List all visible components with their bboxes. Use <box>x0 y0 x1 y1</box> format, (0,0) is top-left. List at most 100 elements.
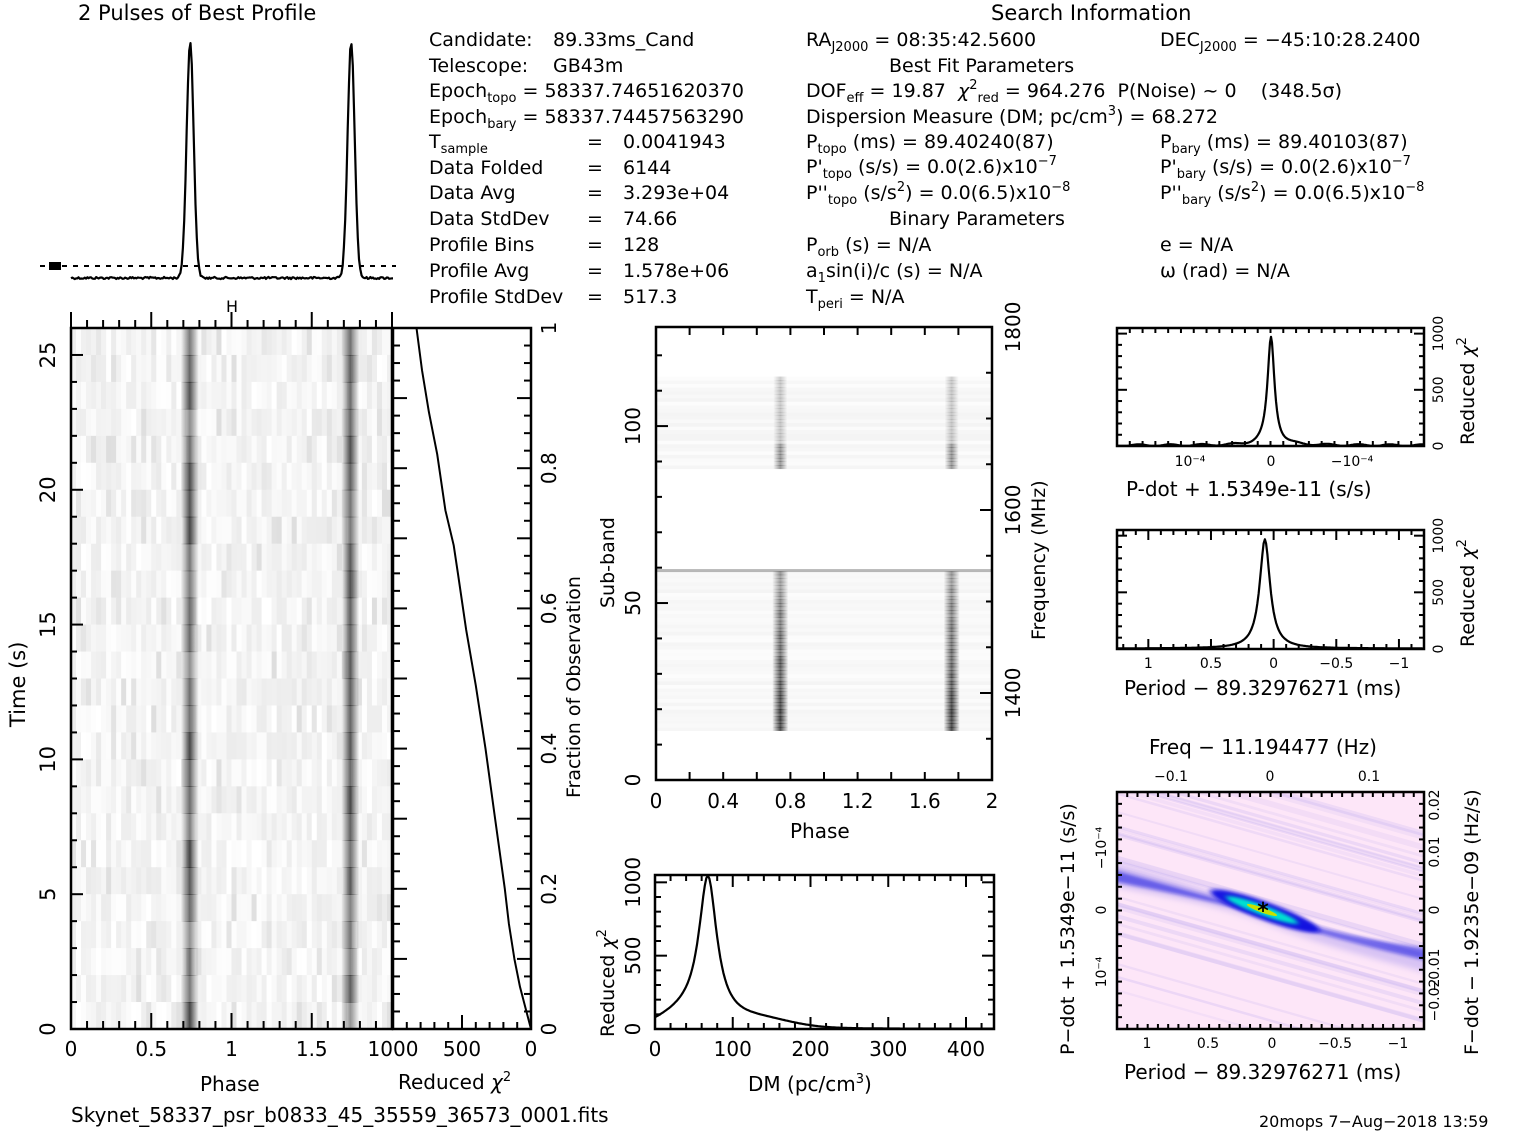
heatmap-cell <box>236 489 243 518</box>
heatmap-cell <box>241 328 248 356</box>
pulse-stripe <box>943 691 960 696</box>
heatmap-cell <box>256 408 263 437</box>
heatmap-cell <box>311 651 318 680</box>
heatmap-cell <box>151 597 157 626</box>
heatmap-cell <box>256 1002 263 1030</box>
heatmap-cell <box>71 381 77 410</box>
heatmap-cell <box>131 624 137 653</box>
heatmap-cell <box>306 894 313 922</box>
heatmap-cell <box>176 948 182 976</box>
heatmap-cell <box>201 597 208 626</box>
heatmap-cell <box>151 408 157 437</box>
heatmap-cell <box>76 975 82 1003</box>
pulse-stripe <box>773 408 788 413</box>
pulse-stripe <box>772 687 789 693</box>
pulse-stripe <box>772 723 789 728</box>
heatmap-cell <box>121 786 127 814</box>
heatmap-cell <box>201 678 208 707</box>
heatmap-cell <box>166 408 172 437</box>
heatmap-cell <box>296 678 303 707</box>
heatmap-cell <box>196 948 203 976</box>
pulse-stripe <box>943 659 960 664</box>
heatmap-cell <box>96 328 102 356</box>
heatmap-cell <box>271 786 278 814</box>
heatmap-cell <box>211 894 218 922</box>
heatmap-cell <box>91 651 97 680</box>
heatmap-cell <box>141 948 147 976</box>
heatmap-cell <box>311 597 318 626</box>
heatmap-cell <box>291 381 298 410</box>
y2-tick-label: 1800 <box>1001 302 1025 353</box>
heatmap-cell <box>91 328 97 356</box>
heatmap-cell <box>146 867 152 895</box>
heatmap-cell <box>116 975 122 1003</box>
heatmap-cell <box>296 597 303 626</box>
heatmap-cell <box>171 354 177 383</box>
heatmap-cell <box>91 624 97 653</box>
pulse-stripe <box>772 571 789 576</box>
heatmap-cell <box>81 624 87 653</box>
heatmap-cell <box>86 786 92 814</box>
heatmap-cell <box>376 732 383 760</box>
heatmap-cell <box>281 624 288 653</box>
heatmap-cell <box>201 651 208 680</box>
heatmap-cell <box>146 921 152 949</box>
pulse-stripe <box>180 516 199 545</box>
heatmap-cell <box>276 651 283 680</box>
heatmap-cell <box>96 1002 102 1030</box>
heatmap-cell <box>231 354 238 383</box>
heatmap-cell <box>291 1002 298 1030</box>
heatmap-cell <box>101 975 107 1003</box>
heatmap-cell <box>281 975 288 1003</box>
heatmap-cell <box>226 381 233 410</box>
heatmap-cell <box>71 813 77 841</box>
heatmap-cell <box>316 678 323 707</box>
heatmap-cell <box>356 948 363 976</box>
heatmap-cell <box>176 759 182 787</box>
heatmap-cell <box>261 705 268 734</box>
heatmap-cell <box>136 381 142 410</box>
heatmap-cell <box>241 516 248 545</box>
pulse-stripe <box>772 603 789 608</box>
heatmap-cell <box>266 840 273 868</box>
heatmap-cell <box>171 570 177 599</box>
heatmap-cell <box>81 435 87 464</box>
pulse-stripe <box>943 712 960 717</box>
heatmap-cell <box>326 1002 333 1030</box>
heatmap-cell <box>101 516 107 545</box>
pulse-stripe <box>773 433 788 438</box>
map-streak <box>1117 962 1351 1029</box>
heatmap-cell <box>386 570 393 599</box>
heatmap-cell <box>176 597 182 626</box>
heatmap-cell <box>136 840 142 868</box>
heatmap-cell <box>381 381 388 410</box>
heatmap-cell <box>196 408 203 437</box>
heatmap-cell <box>361 894 368 922</box>
heatmap-cell <box>171 381 177 410</box>
subband-row <box>656 450 992 455</box>
heatmap-cell <box>171 813 177 841</box>
heatmap-cell <box>331 462 338 491</box>
heatmap-cell <box>371 408 378 437</box>
heatmap-cell <box>256 840 263 868</box>
heatmap-cell <box>201 894 208 922</box>
heatmap-cell <box>251 597 258 626</box>
heatmap-cell <box>81 328 87 356</box>
heatmap-cell <box>231 678 238 707</box>
subband-row <box>656 440 992 445</box>
heatmap-cell <box>111 1002 117 1030</box>
pulse-stripe <box>180 435 199 464</box>
heatmap-cell <box>276 678 283 707</box>
a1sini: a1sin(i)/c (s) = N/A <box>806 260 983 286</box>
heatmap-cell <box>261 975 268 1003</box>
heatmap-cell <box>311 516 318 545</box>
x-tick-label: 1.6 <box>909 789 941 813</box>
heatmap-cell <box>306 435 313 464</box>
heatmap-cell <box>316 462 323 491</box>
heatmap-cell <box>106 328 112 356</box>
heatmap-cell <box>261 408 268 437</box>
heatmap-cell <box>176 867 182 895</box>
heatmap-cell <box>76 732 82 760</box>
pulse-stripe <box>943 705 960 710</box>
heatmap-cell <box>246 570 253 599</box>
